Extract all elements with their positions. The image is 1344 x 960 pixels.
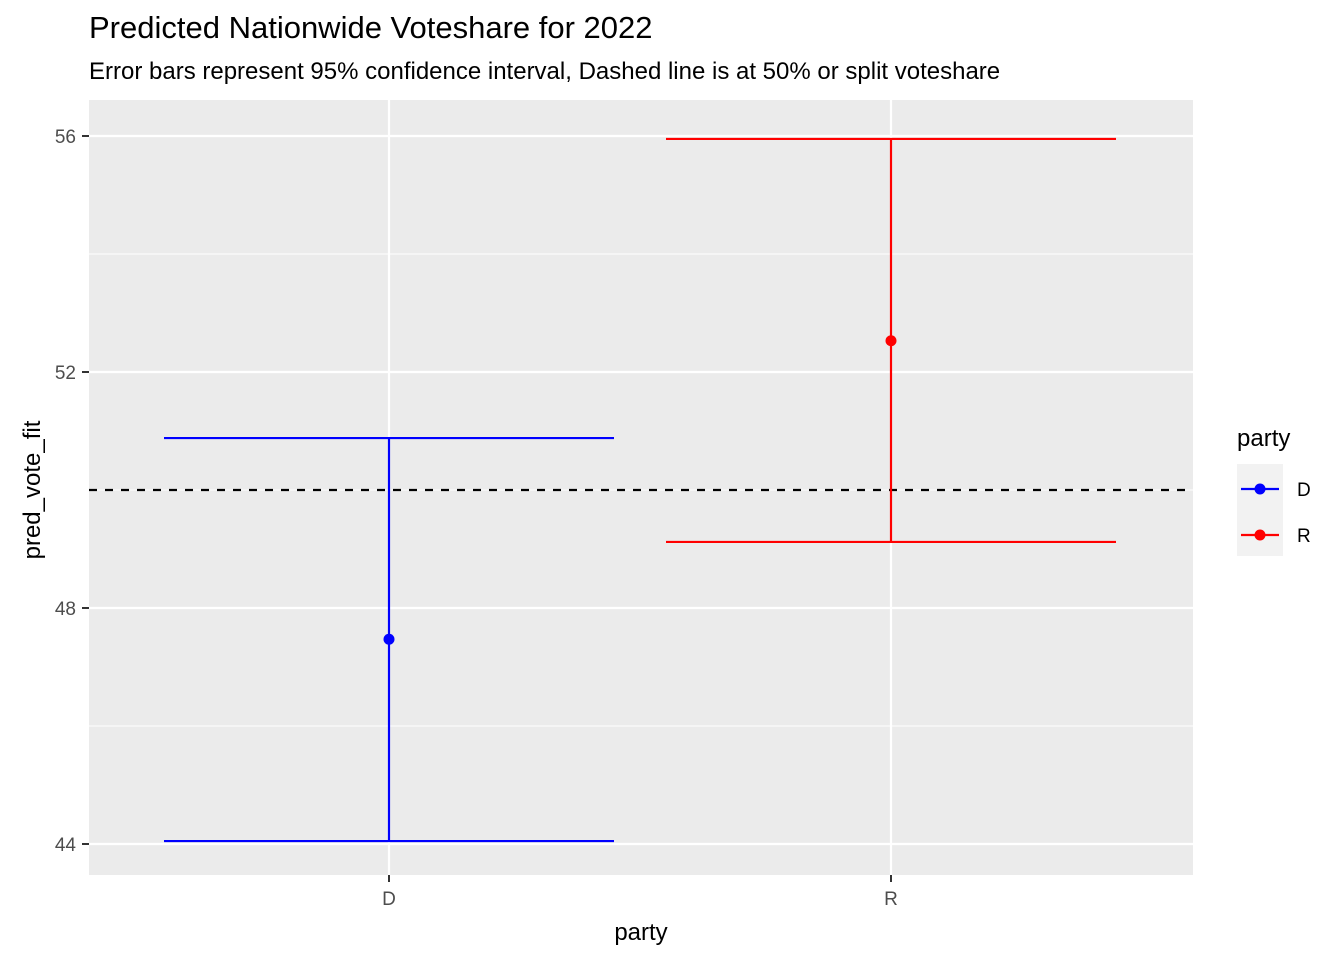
legend-key-background xyxy=(1237,464,1283,556)
y-axis-title: pred_vote_fit xyxy=(19,420,46,559)
legend-label-R: R xyxy=(1297,526,1311,547)
legend: party DR xyxy=(1237,425,1311,556)
y-tick-label: 44 xyxy=(55,835,77,856)
x-tick-label: D xyxy=(382,889,396,910)
legend-label-D: D xyxy=(1297,480,1311,501)
y-axis: 44 48 52 56 xyxy=(55,127,89,856)
x-tick-label: R xyxy=(884,889,898,910)
legend-items: DR xyxy=(1241,480,1311,547)
y-tick-label: 52 xyxy=(55,363,76,384)
x-axis-title: party xyxy=(614,919,667,946)
point-R xyxy=(885,335,897,347)
chart-subtitle: Error bars represent 95% confidence inte… xyxy=(89,58,1001,85)
chart-title: Predicted Nationwide Voteshare for 2022 xyxy=(89,10,653,45)
plot-panel xyxy=(89,100,1193,875)
y-tick-label: 48 xyxy=(55,599,76,620)
legend-key-point-R xyxy=(1254,529,1266,541)
point-D xyxy=(383,633,395,645)
y-tick-label: 56 xyxy=(55,127,76,148)
legend-key-point-D xyxy=(1254,483,1266,495)
legend-title: party xyxy=(1237,425,1290,452)
error-bars xyxy=(164,137,1116,843)
